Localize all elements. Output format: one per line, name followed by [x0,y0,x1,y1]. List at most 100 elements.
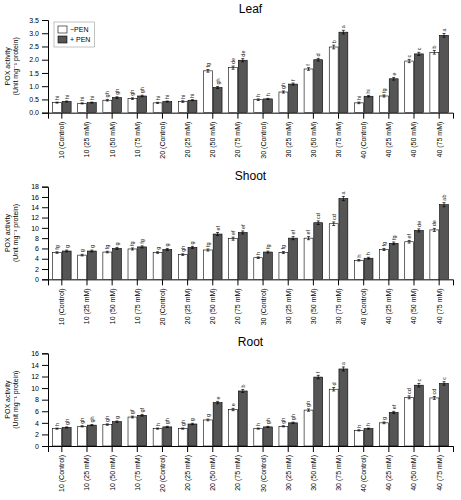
error-bar [408,240,411,243]
annotation: hi [89,96,95,100]
x-tick-mark [187,446,188,452]
error-bar [166,248,169,250]
annotations: hihighghhihifgdehghfbhifgcbhihighghhihig… [54,24,447,101]
y-tick-label: 2.0 [29,56,39,63]
annotation: g [64,245,70,248]
x-tick-mark [338,446,339,452]
bar [87,425,96,446]
error-bar [216,86,219,88]
bar [339,32,348,112]
annotation: gh [280,83,286,89]
x-tick: 10 (75 mM) [134,279,142,324]
y-tick: 4 [35,255,48,262]
x-tick-mark [212,113,213,119]
error-bar [317,58,320,61]
error-bar [232,237,235,240]
x-tick-mark [187,279,188,285]
bar [405,397,414,446]
x-tick: 30 (Control) [260,113,268,159]
x-tick-label: 10 (Control) [58,288,66,325]
y-tick-mark [42,197,48,198]
annotation: gh [305,401,311,407]
y-tick-mark [42,238,48,239]
y-tick-mark [42,279,48,280]
annotation: cd [331,214,337,220]
annotation: g [114,416,120,419]
y-axis-title: POX activity(Unit mg⁻¹ protein) [4,204,20,262]
bar [53,103,62,113]
error-bar [332,388,335,391]
x-tick: 40 (25 mM) [385,446,393,491]
error-bar [106,251,109,253]
y-tick-mark [42,411,48,412]
error-bar [443,203,446,207]
x-tick-mark [237,446,238,452]
y-tick-mark [42,20,48,21]
bar [405,242,414,280]
x-tick-mark [86,446,87,452]
x-tick-mark [162,279,163,285]
legend-label: −PEN [70,26,88,33]
bar [128,417,137,446]
x-tick: 30 (50 mM) [310,446,318,491]
bar [380,96,389,113]
x-tick-mark [212,279,213,285]
annotation: b [331,40,337,43]
annotation: ef [305,230,311,235]
x-tick-mark [414,279,415,285]
error-bar [282,252,285,254]
annotation: g [381,417,387,420]
annotation: gh [164,418,170,424]
x-tick: 40 (25 mM) [385,279,393,324]
x-tick-label: 30 (Control) [260,122,268,159]
x-tick-label: 30 (25 mM) [285,455,293,491]
y-tick-label: 14 [31,204,39,211]
x-tick: 20 (75 mM) [234,446,242,491]
bar [53,253,62,280]
x-tick-label: 10 (75 mM) [134,455,142,491]
x-tick-mark [288,279,289,285]
annotation: a [340,361,346,365]
annotation: e [215,396,221,399]
error-bar [106,99,109,101]
annotation: ef [240,224,246,229]
annotation: g [114,242,120,245]
y-tick: 2.5 [29,43,48,50]
error-bar [307,237,310,240]
bar [138,415,147,446]
annotation: hi [180,94,186,98]
bar [380,249,389,279]
x-tick-mark [363,113,364,119]
bar [364,258,373,279]
x-tick-label: 10 (75 mM) [134,288,142,324]
x-tick: 40 (50 mM) [410,279,418,324]
bar [103,100,112,112]
y-tick-mark [42,86,48,87]
y-tick: 14 [31,362,48,369]
bar [254,100,263,113]
y-tick: 0 [35,443,48,450]
x-tick: 40 (Control) [360,446,368,492]
x-tick-label: 30 (50 mM) [310,455,318,491]
x-tick: 30 (25 mM) [285,279,293,324]
x-tick: 20 (50 mM) [209,113,217,158]
error-bar [55,428,58,429]
error-bar [282,91,285,93]
legend-item: + PEN [58,36,90,43]
bar [254,258,263,280]
x-tick-label: 40 (Control) [360,288,368,325]
annotation: b [431,45,437,48]
bar [113,248,122,279]
x-tick: 40 (75 mM) [436,446,444,491]
y-tick-mark [42,434,48,435]
x-tick-mark [338,113,339,119]
y-tick: 3.5 [29,17,48,24]
y-tick: 1.5 [29,70,48,77]
y-tick-mark [42,269,48,270]
annotation: g [205,414,211,417]
annotation: fg [265,245,271,250]
x-tick-mark [263,279,264,285]
y-tick-label: 6 [35,408,39,415]
bar [354,260,363,279]
bar [389,243,398,279]
